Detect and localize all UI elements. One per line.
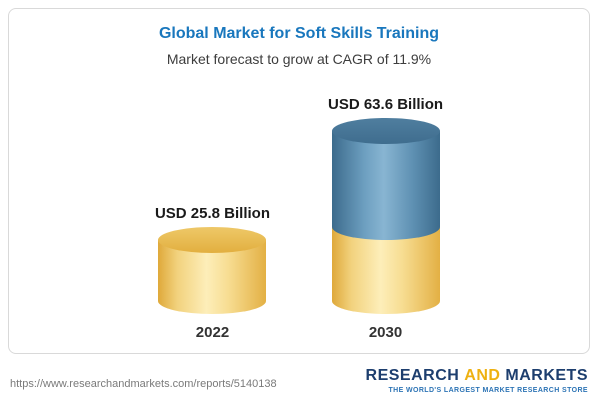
logo-wordmark: RESEARCH AND MARKETS bbox=[366, 367, 588, 385]
chart-card: Global Market for Soft Skills Training M… bbox=[8, 8, 590, 354]
logo-tagline: THE WORLD'S LARGEST MARKET RESEARCH STOR… bbox=[388, 387, 588, 394]
year-label-2030: 2030 bbox=[368, 324, 403, 341]
chart-subtitle: Market forecast to grow at CAGR of 11.9% bbox=[166, 51, 432, 67]
bar-group-2022: USD 25.8 Billion 2022 bbox=[155, 205, 270, 341]
bar-2022-cylinder bbox=[158, 226, 267, 314]
report-url: https://www.researchandmarkets.com/repor… bbox=[10, 378, 277, 390]
bar-2030-seg-blue bbox=[331, 130, 440, 240]
chart-title: Global Market for Soft Skills Training bbox=[158, 25, 440, 42]
chart-plot-area: USD 25.8 Billion 2022 USD 63.6 Billion 2… bbox=[9, 96, 589, 353]
logo-word-markets: MARKETS bbox=[505, 367, 588, 384]
year-label-2022: 2022 bbox=[195, 324, 230, 341]
value-label-2022: USD 25.8 Billion bbox=[154, 204, 270, 222]
footer: https://www.researchandmarkets.com/repor… bbox=[0, 367, 600, 394]
bar-group-2030: USD 63.6 Billion 2030 bbox=[328, 96, 443, 341]
bar-2030-top-ellipse bbox=[331, 117, 440, 144]
value-label-2030: USD 63.6 Billion bbox=[328, 95, 444, 113]
logo-word-research: RESEARCH bbox=[365, 367, 460, 384]
bar-2022-top-ellipse bbox=[158, 226, 267, 253]
bar-2030-seg-gold bbox=[331, 226, 440, 314]
research-and-markets-logo: RESEARCH AND MARKETS THE WORLD'S LARGEST… bbox=[366, 367, 588, 394]
bar-2030-cylinder bbox=[331, 117, 440, 314]
logo-word-and: AND bbox=[464, 367, 501, 384]
